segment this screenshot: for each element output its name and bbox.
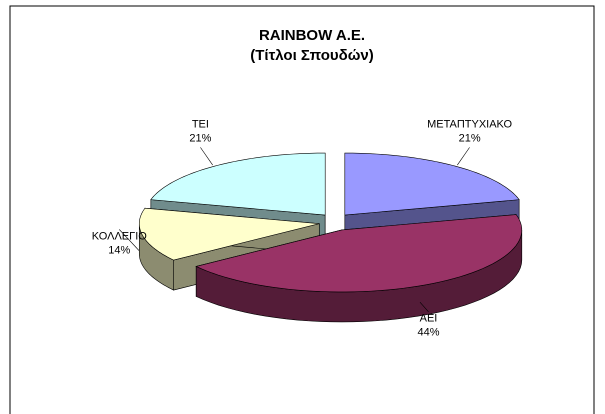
slice-top — [344, 152, 520, 216]
leader-line — [419, 301, 429, 312]
leader-line — [119, 229, 140, 251]
slice-top — [138, 207, 320, 261]
slice-top — [150, 152, 326, 216]
slice-value-label: 21% — [459, 132, 481, 144]
slice-label: ΚΟΛΛΕΓΙΟ — [92, 230, 148, 242]
leader-line — [200, 147, 213, 166]
chart-title: RAINBOW A.E. — [259, 27, 365, 44]
slice-value-label: 14% — [108, 244, 130, 256]
slice-value-label: 44% — [417, 327, 439, 339]
slice-value-label: 21% — [189, 132, 211, 144]
slice-label: ΤΕΙ — [192, 118, 209, 130]
leader-line — [457, 147, 470, 166]
slice-label: ΑΕΙ — [420, 313, 438, 325]
slice-top — [195, 214, 523, 293]
slice-label: ΜΕΤΑΠΤΥΧΙΑΚΟ — [427, 118, 512, 130]
pie-slice — [195, 214, 523, 323]
chart-subtitle: (Τίτλοι Σπουδών) — [250, 47, 374, 64]
